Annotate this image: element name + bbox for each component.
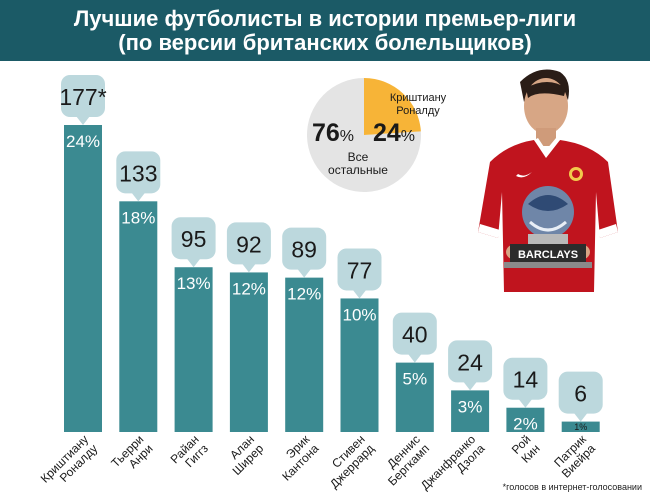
value-bubble-shape bbox=[337, 248, 382, 291]
pie-label-ronaldo: Роналду bbox=[396, 105, 440, 117]
bar bbox=[340, 298, 379, 432]
value-label: 89 bbox=[291, 237, 317, 263]
value-bubble-pointer bbox=[463, 381, 478, 391]
value-bubble-shape bbox=[503, 357, 548, 400]
value-label: 92 bbox=[236, 231, 262, 257]
value-bubble: 177* bbox=[59, 75, 107, 125]
value-bubble-pointer bbox=[297, 268, 312, 278]
value-bubble-pointer bbox=[407, 353, 422, 363]
value-bubble-shape bbox=[226, 222, 271, 265]
chart-title: Лучшие футболисты в истории премьер-лиги bbox=[73, 6, 577, 31]
percent-label: 12% bbox=[287, 285, 321, 304]
value-label: 24 bbox=[457, 349, 483, 375]
percent-label: 10% bbox=[342, 305, 376, 324]
pie-label-others: остальные bbox=[328, 163, 388, 177]
percent-label: 3% bbox=[458, 397, 483, 416]
bar bbox=[561, 421, 600, 432]
percent-label: 18% bbox=[121, 208, 155, 227]
value-bubble: 95 bbox=[171, 217, 216, 268]
bar bbox=[229, 272, 268, 432]
value-bubble-shape bbox=[392, 312, 437, 355]
bar bbox=[285, 277, 324, 432]
value-bubble-pointer bbox=[352, 289, 367, 299]
percent-label: 5% bbox=[403, 370, 428, 389]
bar bbox=[506, 407, 545, 432]
value-bubble-pointer bbox=[241, 263, 256, 273]
percent-label: 13% bbox=[177, 274, 211, 293]
value-bubble-pointer bbox=[573, 412, 588, 422]
value-bubble: 92 bbox=[226, 222, 271, 273]
value-label: 14 bbox=[513, 367, 539, 393]
value-bubble-shape bbox=[448, 340, 493, 383]
value-bubble: 24 bbox=[448, 340, 493, 391]
value-bubble-pointer bbox=[131, 192, 146, 202]
value-bubble: 14 bbox=[503, 357, 548, 408]
value-bubble: 89 bbox=[282, 227, 327, 278]
value-label: 95 bbox=[181, 226, 207, 252]
value-label: 6 bbox=[574, 381, 587, 407]
footnote: *голосов в интернет-голосовании bbox=[502, 482, 642, 492]
bar bbox=[64, 125, 102, 432]
value-bubble-shape bbox=[558, 371, 603, 414]
header: Лучшие футболисты в истории премьер-лиги… bbox=[0, 0, 650, 61]
chart-subtitle: (по версии британских болельщиков) bbox=[118, 30, 532, 55]
value-bubble-shape bbox=[282, 227, 327, 270]
value-bubble: 6 bbox=[558, 371, 603, 422]
pie-label-others: Все bbox=[348, 150, 369, 164]
pie-percent-others: 76% bbox=[312, 119, 354, 147]
value-bubble-pointer bbox=[186, 258, 201, 268]
trophy-badge-text: BARCLAYS bbox=[518, 249, 578, 261]
bar bbox=[119, 201, 158, 432]
value-bubble: 40 bbox=[392, 312, 437, 363]
value-bubble-pointer bbox=[518, 398, 533, 408]
value-bubble: 133 bbox=[116, 151, 161, 202]
percent-label: 12% bbox=[232, 279, 266, 298]
percent-label: 1% bbox=[574, 422, 587, 432]
value-bubble-shape bbox=[171, 217, 216, 260]
value-bubble-pointer bbox=[76, 116, 90, 125]
value-bubble: 77 bbox=[337, 248, 382, 299]
value-label: 133 bbox=[119, 160, 157, 186]
bar bbox=[451, 390, 490, 432]
pie-percent-ronaldo: 24% bbox=[373, 119, 415, 147]
bar bbox=[395, 362, 434, 432]
value-label: 77 bbox=[347, 257, 373, 283]
player-photo: BARCLAYS bbox=[468, 62, 650, 316]
value-bubble-shape bbox=[61, 75, 105, 117]
pie-label-ronaldo: Криштиану bbox=[390, 92, 447, 104]
value-label: 177* bbox=[59, 84, 106, 110]
pie-slice-ronaldo bbox=[364, 78, 421, 135]
value-label: 40 bbox=[402, 322, 428, 348]
bar bbox=[174, 267, 213, 432]
percent-label: 2% bbox=[513, 415, 538, 434]
value-bubble-shape bbox=[116, 151, 161, 194]
percent-label: 24% bbox=[66, 132, 100, 151]
